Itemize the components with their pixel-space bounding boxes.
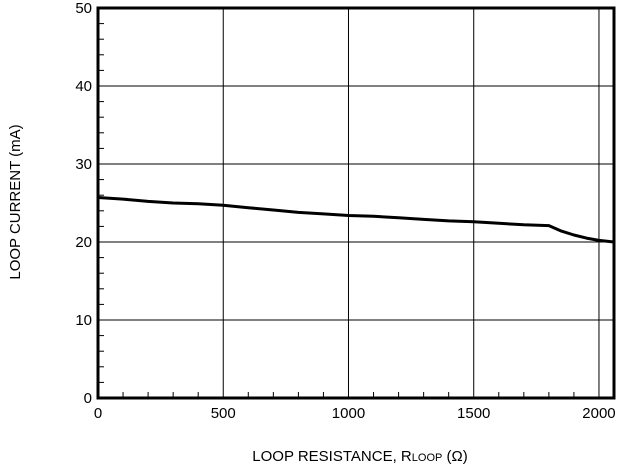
x-axis-label-prefix: LOOP RESISTANCE, R [252,448,412,465]
grid-lines [98,8,614,398]
y-tick-label: 50 [75,0,92,17]
x-axis-label: LOOP RESISTANCE, RLOOP (Ω) [252,448,467,465]
y-axis-label: LOOP CURRENT (mA) [7,124,24,279]
x-tick-label: 0 [94,405,102,422]
y-tick-label: 40 [75,78,92,95]
x-axis-label-suffix: (Ω) [442,448,467,465]
x-tick-label: 2000 [582,405,615,422]
x-axis-label-subscript: LOOP [412,452,443,464]
plot-frame [96,6,616,400]
x-tick-label: 1500 [457,405,490,422]
y-tick-label: 30 [75,156,92,173]
y-tick-label: 20 [75,234,92,251]
tick-labels: 0 500 1000 1500 2000 0 10 20 30 40 50 [75,0,615,422]
minor-ticks [98,23,575,398]
series-line [96,196,616,244]
y-tick-label: 0 [84,390,92,407]
y-tick-label: 10 [75,312,92,329]
x-tick-label: 500 [211,405,236,422]
x-tick-label: 1000 [332,405,365,422]
data-series [96,196,616,244]
